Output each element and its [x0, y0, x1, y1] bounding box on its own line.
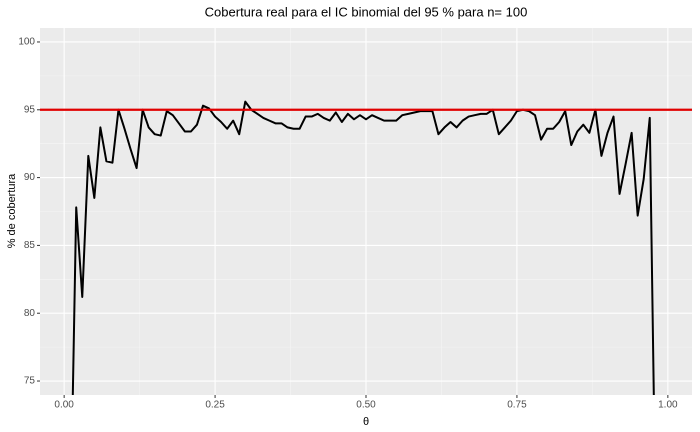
y-tick-label: 80 — [24, 308, 36, 319]
chart-title: Cobertura real para el IC binomial del 9… — [205, 4, 528, 19]
x-tick-label: 0.75 — [507, 400, 527, 411]
y-tick-label: 95 — [24, 104, 36, 115]
x-tick-label: 0.00 — [54, 400, 74, 411]
coverage-line — [71, 100, 655, 395]
y-tick-label: 100 — [18, 37, 35, 48]
y-tick-label: 90 — [24, 172, 36, 183]
y-tick-label: 75 — [24, 376, 36, 387]
marks — [40, 100, 692, 395]
grid — [40, 28, 692, 395]
x-tick-label: 1.00 — [658, 400, 678, 411]
x-tick-label: 0.50 — [356, 400, 376, 411]
y-axis-label: % de cobertura — [6, 173, 18, 248]
y-tick-label: 85 — [24, 240, 36, 251]
x-axis-label: θ — [363, 416, 369, 428]
x-tick-label: 0.25 — [205, 400, 225, 411]
